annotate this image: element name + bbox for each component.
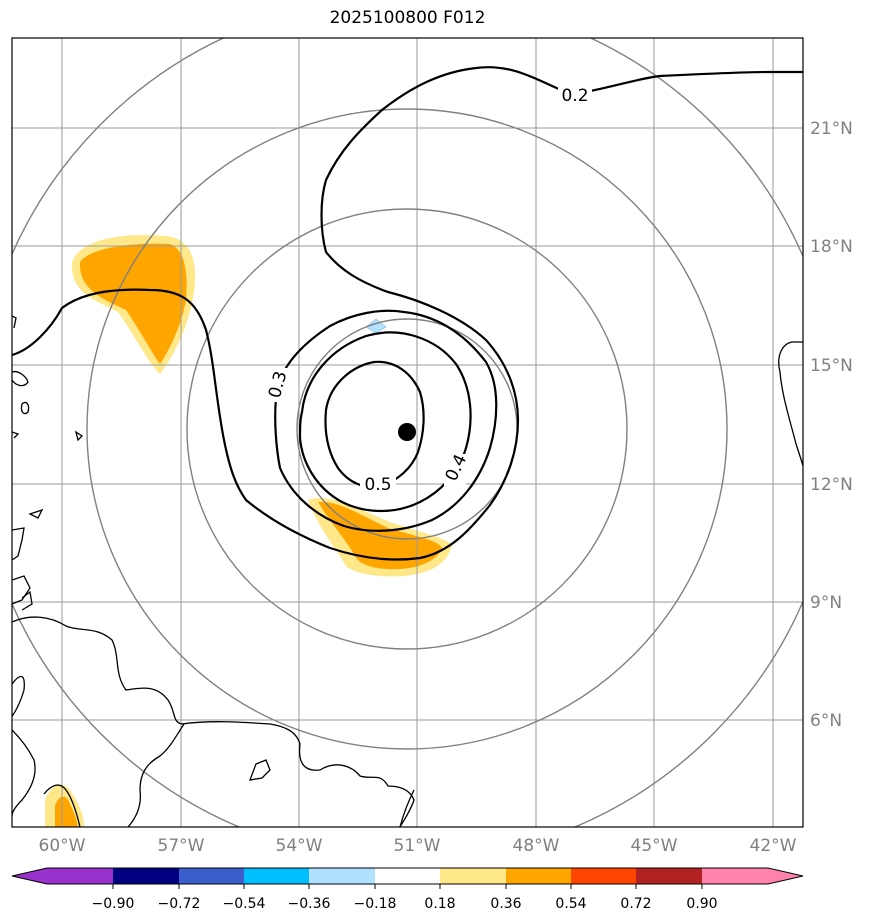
colorbar-extend-right <box>768 868 803 884</box>
colorbar-tick-label: 0.54 <box>555 896 586 912</box>
colorbar-bin <box>309 868 375 884</box>
colorbar-bin <box>375 868 440 884</box>
lat-label: 6°N <box>810 711 842 731</box>
colorbar-bin <box>113 868 179 884</box>
contour-label-0.5: 0.5 <box>364 475 391 495</box>
colorbar-tick-label: 0.18 <box>424 896 455 912</box>
lon-label: 57°W <box>158 836 205 856</box>
lat-label: 9°N <box>810 593 842 613</box>
contour-0.2 <box>12 66 803 561</box>
shade-blue-diamond <box>365 318 387 334</box>
colorbar-tick-label: −0.72 <box>158 896 201 912</box>
lon-label: 42°W <box>750 836 797 856</box>
gridlines <box>12 38 803 827</box>
longitude-labels: 60°W 57°W 54°W 51°W 48°W 45°W 42°W <box>39 836 797 856</box>
colorbar-ticks <box>112 884 703 889</box>
lat-label: 18°N <box>810 237 853 257</box>
shade-orange-nw <box>79 243 187 364</box>
colorbar-bin <box>506 868 571 884</box>
lon-label: 54°W <box>276 836 323 856</box>
colorbar-bin <box>179 868 244 884</box>
latitude-labels: 21°N 18°N 15°N 12°N 9°N 6°N <box>810 119 853 731</box>
lon-label: 60°W <box>39 836 86 856</box>
colorbar-tick-label: 0.90 <box>686 896 717 912</box>
colorbar-tick-label: 0.72 <box>620 896 651 912</box>
colorbar-bin <box>636 868 702 884</box>
colorbar-extend-left <box>12 868 47 884</box>
colorbar-bin <box>244 868 309 884</box>
lon-label: 48°W <box>513 836 560 856</box>
coastlines <box>12 315 803 827</box>
map-frame <box>11 37 804 828</box>
colorbar-bin <box>571 868 636 884</box>
shade-orange-sw <box>55 796 78 827</box>
map-title: 2025100800 F012 <box>329 8 486 28</box>
contour-label-0.2: 0.2 <box>561 86 588 106</box>
storm-center-marker <box>398 423 416 441</box>
colorbar-tick-label: −0.18 <box>354 896 397 912</box>
colorbar-tick-label: −0.36 <box>288 896 331 912</box>
lat-label: 12°N <box>810 475 853 495</box>
colorbar-bin <box>440 868 506 884</box>
range-rings <box>12 38 803 827</box>
colorbar-bin <box>47 868 113 884</box>
lon-label: 51°W <box>394 836 441 856</box>
colorbar: −0.90 −0.72 −0.54 −0.36 −0.18 0.18 0.36 … <box>11 867 804 912</box>
colorbar-tick-label: −0.90 <box>92 896 135 912</box>
lat-label: 15°N <box>810 356 853 376</box>
lat-label: 21°N <box>810 119 853 139</box>
colorbar-tick-label: −0.54 <box>223 896 266 912</box>
colorbar-bin <box>702 868 768 884</box>
map-area: 0.2 0.3 0.4 0.5 <box>12 38 803 827</box>
contour-0.5 <box>324 360 425 489</box>
colorbar-outline <box>11 867 804 885</box>
lon-label: 45°W <box>631 836 678 856</box>
contour-0.3 <box>274 309 498 532</box>
colorbar-tick-label: 0.36 <box>490 896 521 912</box>
